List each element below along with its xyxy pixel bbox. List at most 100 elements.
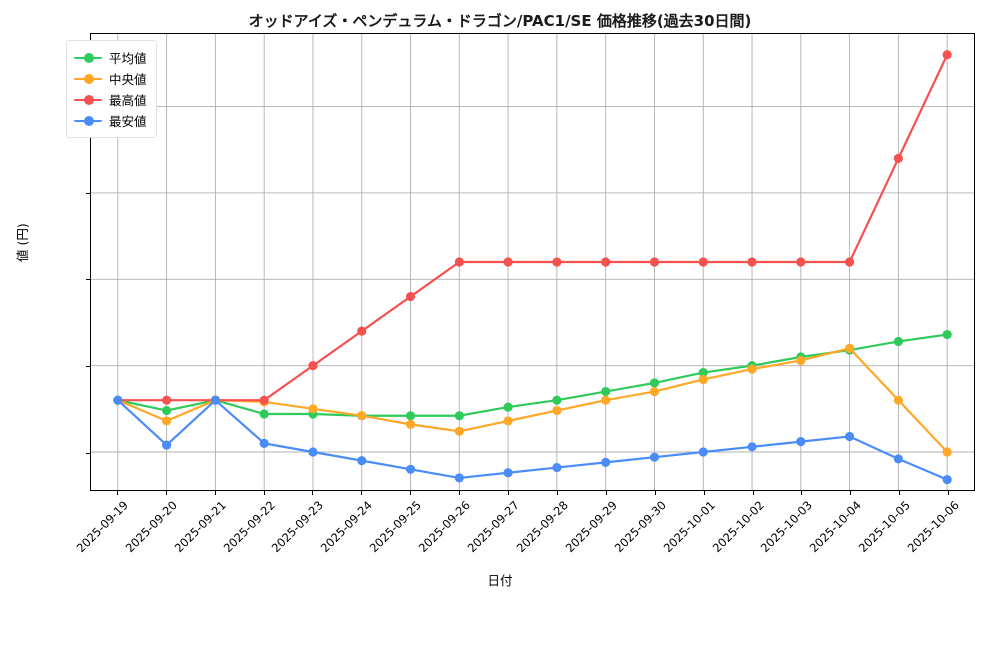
y-axis-tick-mark <box>86 452 90 454</box>
legend-label: 中央値 <box>109 72 147 87</box>
data-point <box>162 405 172 416</box>
data-point <box>259 395 269 405</box>
data-point <box>601 386 611 397</box>
x-axis-tick-mark <box>116 491 118 495</box>
data-point <box>796 257 806 267</box>
data-point <box>942 475 952 485</box>
x-axis-tick-mark <box>263 491 265 495</box>
x-axis-tick-mark <box>703 491 705 495</box>
data-point <box>845 343 855 353</box>
data-point <box>601 395 611 405</box>
y-axis-tick-mark <box>86 279 90 281</box>
data-series-layer <box>113 50 952 485</box>
data-point <box>942 50 952 60</box>
data-point <box>357 456 367 466</box>
x-axis-tick-mark <box>801 491 803 495</box>
x-axis-tick-mark <box>850 491 852 495</box>
legend-marker-icon <box>74 51 102 65</box>
series-line <box>116 333 949 417</box>
legend-label: 平均値 <box>109 51 147 66</box>
y-axis-tick-mark <box>86 192 90 194</box>
data-point <box>162 416 172 426</box>
plot-area <box>90 33 975 491</box>
chart-figure: オッドアイズ・ペンデュラム・ドラゴン/PAC1/SE 価格推移(過去30日間) … <box>15 12 975 588</box>
data-point <box>503 257 513 267</box>
x-axis-tick-mark <box>752 491 754 495</box>
data-point <box>893 336 903 347</box>
x-axis-label: 日付 <box>487 573 513 588</box>
data-point <box>113 395 123 405</box>
legend-marker-icon <box>74 93 102 107</box>
series-line <box>116 399 949 481</box>
data-point <box>210 395 220 405</box>
data-point <box>308 447 318 457</box>
data-point <box>845 257 855 267</box>
data-point <box>649 378 660 388</box>
data-point <box>552 405 562 416</box>
data-point <box>649 452 660 462</box>
legend-item-3[interactable]: 最高値 <box>74 89 147 110</box>
data-point <box>747 257 757 267</box>
data-point <box>454 257 464 267</box>
legend-label: 最高値 <box>109 93 147 108</box>
legend-item-1[interactable]: 平均値 <box>74 47 147 68</box>
x-axis-tick-mark <box>410 491 412 495</box>
x-axis-tick-mark <box>165 491 167 495</box>
data-point <box>845 431 855 442</box>
data-point <box>747 442 757 452</box>
legend-item-2[interactable]: 中央値 <box>74 68 147 89</box>
series-4 <box>113 395 952 485</box>
legend-label: 最安値 <box>109 114 147 129</box>
data-point <box>893 454 903 464</box>
data-point <box>893 395 903 405</box>
data-point <box>405 419 416 429</box>
data-point <box>405 411 416 421</box>
data-point <box>698 447 708 457</box>
data-point <box>308 361 318 371</box>
data-point <box>796 437 806 447</box>
data-point <box>357 411 367 421</box>
x-axis-tick-mark <box>312 491 314 495</box>
legend-marker-icon <box>74 72 102 86</box>
chart-title: オッドアイズ・ペンデュラム・ドラゴン/PAC1/SE 価格推移(過去30日間) <box>248 12 752 30</box>
x-axis-tick-mark <box>899 491 901 495</box>
data-point <box>649 257 660 267</box>
series-1 <box>113 329 952 421</box>
data-point <box>601 257 611 267</box>
x-axis-tick-mark <box>605 491 607 495</box>
data-point <box>503 468 513 478</box>
data-point <box>357 326 367 336</box>
data-point <box>698 367 708 378</box>
x-axis-tick-mark <box>459 491 461 495</box>
data-point <box>503 402 513 412</box>
data-point <box>552 257 562 267</box>
data-point <box>942 447 952 457</box>
data-point <box>454 426 464 436</box>
data-point <box>942 329 952 340</box>
data-point <box>454 473 464 483</box>
data-point <box>405 291 416 302</box>
x-axis-tick-mark <box>214 491 216 495</box>
data-point <box>162 395 172 405</box>
data-point <box>503 416 513 426</box>
data-point <box>552 395 562 405</box>
data-point <box>308 404 318 414</box>
x-axis-tick-mark <box>508 491 510 495</box>
legend-item-4[interactable]: 最安値 <box>74 110 147 131</box>
series-line <box>116 53 949 402</box>
x-axis-tick-mark <box>948 491 950 495</box>
data-point <box>796 355 806 366</box>
data-point <box>162 440 172 450</box>
data-point <box>454 411 464 421</box>
data-point <box>259 409 269 419</box>
data-point <box>893 153 903 163</box>
data-point <box>698 257 708 267</box>
series-line <box>116 347 949 454</box>
data-point <box>747 364 757 374</box>
y-axis-label: 値 (円) <box>15 223 30 262</box>
data-point <box>405 464 416 474</box>
legend-marker-icon <box>74 114 102 128</box>
data-point <box>552 462 562 473</box>
x-axis-tick-mark <box>654 491 656 495</box>
chart-legend: 平均値中央値最高値最安値 <box>66 40 157 138</box>
